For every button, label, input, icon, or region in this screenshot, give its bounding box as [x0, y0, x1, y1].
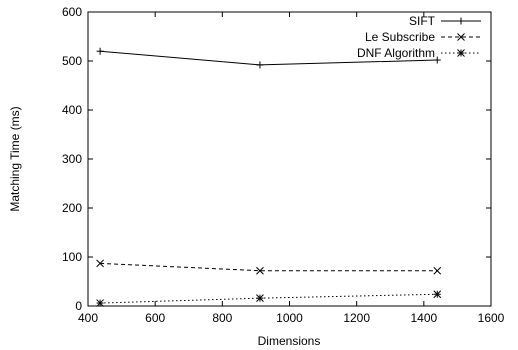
- data-point-2: [433, 266, 442, 275]
- series-line-3: [100, 293, 438, 304]
- data-point-1: [433, 56, 441, 64]
- legend-label: Le Subscribe: [365, 30, 435, 44]
- x-tick-label: 800: [212, 311, 232, 325]
- y-tick-label: 100: [62, 250, 82, 264]
- y-tick-label: 200: [62, 201, 82, 215]
- y-tick-label: 600: [62, 5, 82, 19]
- x-tick-label: 1000: [276, 311, 303, 325]
- x-axis-label: Dimensions: [258, 334, 321, 348]
- x-tick-label: 1600: [478, 311, 505, 325]
- x-tick-label: 1400: [410, 311, 437, 325]
- y-tick-label: 400: [62, 103, 82, 117]
- x-tick-label: 400: [78, 311, 98, 325]
- series-line-2: [100, 262, 438, 272]
- x-tick-label: 1200: [343, 311, 370, 325]
- data-point-3: [96, 299, 104, 307]
- data-point-3: [256, 294, 264, 303]
- legend-label: SIFT: [409, 14, 436, 28]
- data-point-1: [256, 61, 264, 69]
- tick-group: 400 600 800 1000 1200 1400 1600 0 100 200 300 400 50…: [62, 5, 505, 325]
- y-axis-label: Matching Time (ms): [8, 106, 22, 211]
- legend-label: DNF Algorithm: [357, 46, 435, 60]
- legend-swatch-marker: [457, 49, 465, 57]
- y-tick-label: 500: [62, 54, 82, 68]
- series-group: [96, 47, 442, 307]
- x-tick-label: 600: [145, 311, 165, 325]
- y-tick-label: 0: [75, 299, 82, 313]
- legend-swatch-marker: [457, 17, 465, 25]
- y-tick-label: 300: [62, 152, 82, 166]
- legend: SIFT Le Subscribe DNF Algorithm: [357, 14, 481, 60]
- data-point-2: [96, 259, 104, 268]
- legend-swatch-marker: [457, 33, 465, 41]
- data-point-2: [256, 266, 264, 275]
- data-point-3: [433, 290, 442, 299]
- data-point-1: [96, 47, 104, 55]
